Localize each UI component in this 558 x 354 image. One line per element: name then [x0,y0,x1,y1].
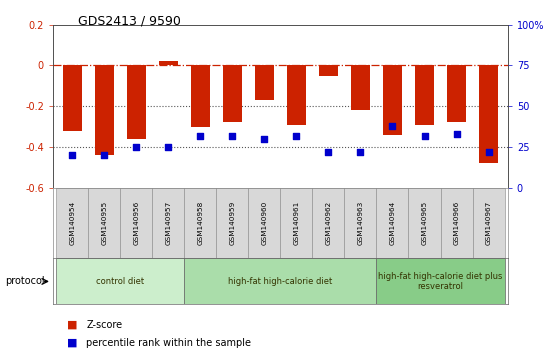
Point [100,152,109,158]
Point [324,149,333,155]
Bar [184,258,377,304]
Bar [223,65,242,122]
Bar [217,188,248,258]
Text: control diet: control diet [96,277,145,286]
Text: high-fat high-calorie diet: high-fat high-calorie diet [228,277,333,286]
Text: GSM140959: GSM140959 [229,201,235,245]
Bar [377,188,408,258]
Bar [479,65,498,163]
Bar [127,65,146,139]
Point [484,149,493,155]
Bar [56,258,184,304]
Point [260,136,269,142]
Text: GSM140962: GSM140962 [325,201,331,245]
Text: GSM140960: GSM140960 [261,201,267,245]
Bar [351,65,370,110]
Bar [95,65,114,155]
Bar [191,65,210,127]
Text: percentile rank within the sample: percentile rank within the sample [86,338,252,348]
Point [164,144,173,150]
Bar [184,188,217,258]
Text: GSM140966: GSM140966 [454,201,460,245]
Bar [447,65,466,122]
Text: GSM140956: GSM140956 [133,201,140,245]
Bar [281,188,312,258]
Point [132,144,141,150]
Bar [440,188,473,258]
Point [356,149,365,155]
Text: GSM140961: GSM140961 [294,201,300,245]
Text: GDS2413 / 9590: GDS2413 / 9590 [78,14,181,27]
Bar [319,65,338,76]
Text: Z-score: Z-score [86,320,123,330]
Bar [248,188,281,258]
Text: ■: ■ [67,320,78,330]
Bar [287,65,306,125]
Text: ■: ■ [67,338,78,348]
Text: GSM140965: GSM140965 [421,201,427,245]
Bar [415,65,434,125]
Text: GSM140963: GSM140963 [358,201,363,245]
Bar [383,65,402,135]
Point [228,133,237,138]
Bar [408,188,440,258]
Text: GSM140967: GSM140967 [485,201,492,245]
Text: GSM140964: GSM140964 [389,201,396,245]
Bar [344,188,377,258]
Point [420,133,429,138]
Text: GSM140958: GSM140958 [198,201,203,245]
Bar [62,65,82,131]
Bar [56,188,88,258]
Bar [158,62,178,65]
Bar [121,188,152,258]
Text: GSM140957: GSM140957 [165,201,171,245]
Bar [377,258,504,304]
Bar [152,188,184,258]
Point [196,133,205,138]
Point [452,131,461,137]
Point [388,123,397,129]
Bar [88,188,121,258]
Bar [312,188,344,258]
Text: GSM140954: GSM140954 [69,201,75,245]
Point [68,152,76,158]
Text: GSM140955: GSM140955 [101,201,107,245]
Point [292,133,301,138]
Text: high-fat high-calorie diet plus
resveratrol: high-fat high-calorie diet plus resverat… [378,272,503,291]
Bar [255,65,274,100]
Text: protocol: protocol [6,276,45,286]
Bar [473,188,504,258]
